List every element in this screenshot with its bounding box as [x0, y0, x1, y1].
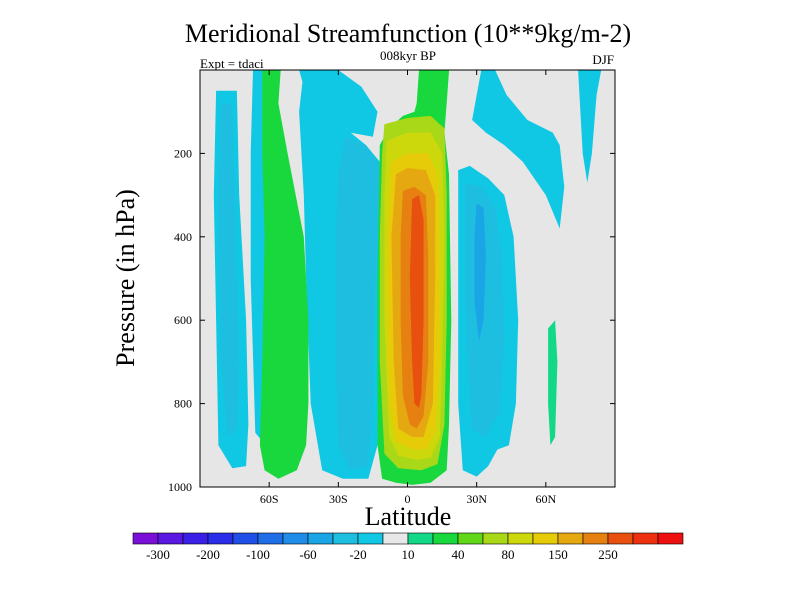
experiment-label: Expt = tdaci [200, 56, 264, 71]
contour-region-cell-north-cap-cyan [472, 70, 565, 229]
colorbar [132, 532, 684, 545]
y-tick-label: 800 [174, 397, 192, 411]
contour-region-cell-60s-blue [218, 103, 240, 438]
colorbar-label: -300 [146, 547, 170, 562]
y-tick-label: 200 [174, 146, 192, 160]
contour-region-cell-hadley-red [409, 195, 424, 408]
colorbar-labels: -300 -200 -100 -60 -20 10 40 80 150 250 [146, 547, 618, 562]
colorbar-swatch [182, 532, 209, 545]
colorbar-label: 250 [598, 547, 618, 562]
colorbar-swatch [332, 532, 359, 545]
y-axis-label: Pressure (in hPa) [111, 189, 140, 367]
y-axis-ticks: 200 400 600 800 1000 [168, 146, 615, 494]
contour-region-cell-north-deepblue [474, 203, 486, 342]
x-tick-label: 30N [466, 492, 487, 506]
colorbar-swatch [407, 532, 434, 545]
chart-subtitle: 008kyr BP [380, 48, 436, 63]
chart-title: Meridional Streamfunction (10**9kg/m-2) [185, 19, 631, 48]
colorbar-label: -20 [349, 547, 366, 562]
colorbar-swatch [432, 532, 459, 545]
contour-region-cell-south-subtropical-blue [336, 136, 380, 471]
x-axis-ticks: 60S 30S 0 30N 60N [260, 70, 556, 506]
y-tick-label: 600 [174, 313, 192, 327]
x-tick-label: 60N [535, 492, 556, 506]
contour-region-cell-midlat-south-green [259, 70, 309, 479]
colorbar-swatch [282, 532, 309, 545]
colorbar-swatch [457, 532, 484, 545]
colorbar-swatch [507, 532, 534, 545]
colorbar-swatch [657, 532, 684, 545]
colorbar-swatch [357, 532, 384, 545]
x-tick-label: 0 [405, 492, 411, 506]
y-tick-label: 400 [174, 230, 192, 244]
contour-fill-layer [213, 70, 602, 485]
contour-region-cell-north-teal-strip [548, 320, 558, 446]
y-tick-label: 1000 [168, 480, 192, 494]
colorbar-swatch [382, 532, 409, 545]
colorbar-swatch [532, 532, 559, 545]
contour-region-cell-top-green-cap [416, 70, 449, 112]
colorbar-swatch [482, 532, 509, 545]
colorbar-swatch [132, 532, 159, 545]
colorbar-swatch [307, 532, 334, 545]
colorbar-swatch [632, 532, 659, 545]
x-tick-label: 60S [260, 492, 279, 506]
colorbar-label: 40 [452, 547, 465, 562]
colorbar-swatch [257, 532, 284, 545]
colorbar-label: -200 [196, 547, 220, 562]
x-axis-label: Latitude [365, 502, 452, 531]
colorbar-label: -100 [246, 547, 270, 562]
contour-region-cell-north-pole-cyan [578, 70, 602, 183]
colorbar-swatch [582, 532, 609, 545]
plot-area: 60S 30S 0 30N 60N 200 400 600 800 1000 [168, 69, 616, 506]
x-tick-label: 30S [329, 492, 348, 506]
colorbar-label: 150 [548, 547, 568, 562]
colorbar-swatch [207, 532, 234, 545]
colorbar-label: 80 [502, 547, 515, 562]
contour-region-cell-south-top-cyan [299, 70, 378, 137]
colorbar-swatch [557, 532, 584, 545]
season-label: DJF [592, 52, 614, 67]
colorbar-label: -60 [299, 547, 316, 562]
colorbar-swatch [232, 532, 259, 545]
colorbar-swatch [157, 532, 184, 545]
colorbar-swatch [607, 532, 634, 545]
colorbar-label: 10 [402, 547, 415, 562]
